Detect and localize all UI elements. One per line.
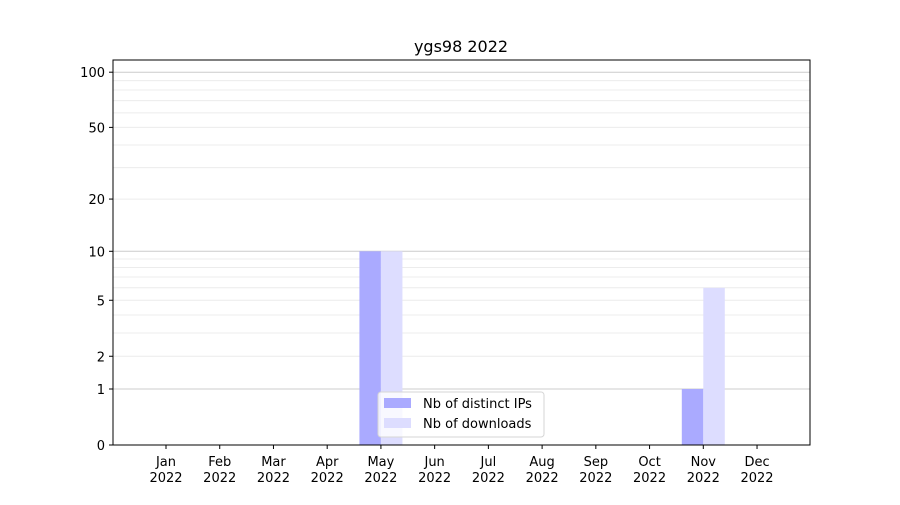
legend-box [377, 391, 545, 438]
legend-swatch [384, 418, 411, 428]
legend-label: Nb of distinct IPs [423, 397, 532, 412]
x-tick-label: Jun 2022 [418, 455, 451, 486]
x-tick-label: Sep 2022 [579, 455, 612, 486]
y-tick-label: 0 [97, 439, 105, 454]
y-tick-label: 5 [97, 294, 105, 309]
legend: Nb of distinct IPs Nb of downloads [377, 391, 545, 438]
x-tick-label: Dec 2022 [740, 455, 773, 486]
x-tick-label: Aug 2022 [526, 455, 559, 486]
y-tick-label: 1 [97, 383, 105, 398]
x-tick-label: Oct 2022 [633, 455, 666, 486]
legend-label: Nb of downloads [423, 417, 532, 432]
chart-title: ygs98 2022 [414, 37, 508, 56]
x-tick-label: Apr 2022 [311, 455, 344, 486]
x-tick-label: Nov 2022 [687, 455, 720, 486]
y-tick-label: 20 [88, 193, 105, 208]
x-tick-label: Jan 2022 [149, 455, 182, 486]
y-tick-label: 2 [97, 350, 105, 365]
plot-frame [112, 59, 811, 446]
x-tick-label: May 2022 [364, 455, 397, 486]
y-tick-label: 100 [80, 66, 105, 81]
y-tick-label: 50 [88, 121, 105, 136]
x-tick-label: Jul 2022 [472, 455, 505, 486]
bar-ips [681, 389, 704, 445]
x-tick-label: Feb 2022 [203, 455, 236, 486]
y-tick-label: 10 [88, 245, 105, 260]
x-tick-label: Mar 2022 [257, 455, 290, 486]
bar-downloads [703, 287, 725, 445]
bar-ips [359, 251, 381, 445]
legend-swatch [384, 398, 411, 408]
